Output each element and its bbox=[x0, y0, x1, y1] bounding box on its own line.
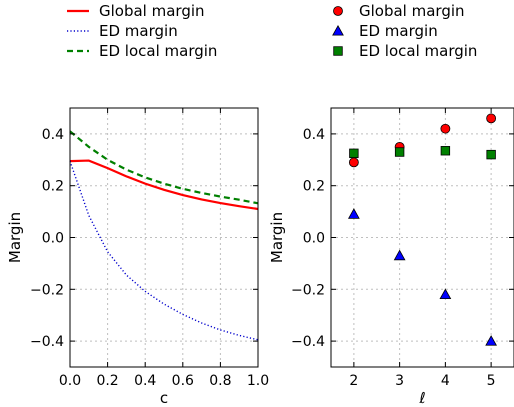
y-tick-label: 0.4 bbox=[303, 127, 325, 143]
data-point-global-margin bbox=[486, 113, 497, 124]
legend-label: Global margin bbox=[99, 2, 205, 20]
x-axis-label: ℓ bbox=[418, 389, 425, 407]
y-axis-label: Margin bbox=[6, 212, 24, 263]
data-point-ed-local-margin bbox=[349, 148, 359, 159]
y-tick-label: −0.2 bbox=[30, 282, 64, 298]
y-tick-label: 0.0 bbox=[42, 231, 64, 247]
x-tick-label: 5 bbox=[487, 373, 496, 389]
data-point-ed-margin bbox=[347, 208, 360, 219]
series-line-ed-local-margin bbox=[69, 130, 259, 205]
series-line-ed-margin bbox=[69, 160, 259, 341]
x-axis-label: c bbox=[160, 389, 168, 407]
x-tick-label: 1.0 bbox=[247, 373, 269, 389]
legend-item-ed-local-margin: ED local margin bbox=[333, 42, 477, 60]
y-tick-label: −0.4 bbox=[291, 334, 325, 350]
y-axis-label: Margin bbox=[268, 212, 286, 263]
legend-marker-swatch bbox=[332, 24, 344, 36]
series-line-global-margin bbox=[69, 159, 259, 211]
x-tick-label: 3 bbox=[395, 373, 404, 389]
legend-left: Global margin ED margin ED local margin bbox=[67, 2, 217, 60]
data-point-ed-local-margin bbox=[440, 146, 451, 156]
y-tick-label: 0.0 bbox=[303, 231, 325, 247]
legend-item-ed-margin: ED margin bbox=[67, 22, 178, 40]
legend-label: ED local margin bbox=[359, 42, 477, 60]
legend-item-ed-margin: ED margin bbox=[332, 22, 438, 40]
y-tick-label: −0.4 bbox=[30, 334, 64, 350]
data-point-global-margin bbox=[440, 123, 451, 134]
data-point-ed-margin bbox=[393, 249, 406, 261]
legend-marker-swatch bbox=[333, 46, 343, 56]
data-point-ed-margin bbox=[439, 288, 452, 300]
legend-marker-swatch bbox=[333, 6, 343, 16]
plot-frame bbox=[69, 107, 259, 368]
data-point-ed-local-margin bbox=[486, 149, 496, 160]
legend-item-global-margin: Global margin bbox=[67, 2, 205, 20]
legend-item-ed-local-margin: ED local margin bbox=[67, 42, 217, 60]
y-tick-label: 0.2 bbox=[303, 179, 325, 195]
legend-label: ED margin bbox=[359, 22, 438, 40]
x-tick-label: 0.0 bbox=[59, 373, 81, 389]
chart-margin-vs-c: 0.0 0.2 0.4 0.6 0.8 1.0−0.4−0.20.00.20.4cMarg… bbox=[6, 107, 269, 407]
data-point-ed-local-margin bbox=[394, 147, 405, 157]
legend-right: Global margin ED margin ED local margin bbox=[332, 2, 477, 60]
x-tick-label: 0.6 bbox=[172, 373, 194, 389]
chart-margin-vs-l: 2 3 4 5 −0.4 −0.2 0.0 0.2 0.4 ℓ Margin bbox=[268, 107, 514, 407]
data-point-global-margin bbox=[348, 157, 359, 168]
x-tick-label: 0.8 bbox=[209, 373, 231, 389]
data-point-ed-margin bbox=[485, 335, 498, 346]
x-tick-label: 0.2 bbox=[96, 373, 118, 389]
legend-label: Global margin bbox=[359, 2, 465, 20]
y-tick-label: 0.2 bbox=[42, 179, 64, 195]
legend-label: ED local margin bbox=[99, 42, 217, 60]
y-tick-label: −0.2 bbox=[291, 282, 325, 298]
x-tick-label: 2 bbox=[349, 373, 358, 389]
legend-label: ED margin bbox=[99, 22, 178, 40]
y-tick-label: 0.4 bbox=[42, 127, 64, 143]
legend-item-global-margin: Global margin bbox=[333, 2, 465, 20]
x-tick-label: 0.4 bbox=[134, 373, 156, 389]
x-tick-label: 4 bbox=[441, 373, 450, 389]
